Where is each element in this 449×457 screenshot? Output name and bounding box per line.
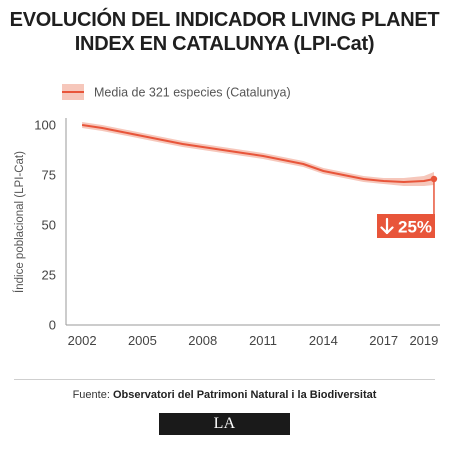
y-tick-label-25: 25 (42, 268, 56, 283)
arrow-down-icon (380, 217, 394, 235)
chart-title: EVOLUCIÓN DEL INDICADOR LIVING PLANET IN… (0, 8, 449, 56)
y-tick-label-50: 50 (42, 218, 56, 233)
series-line (81, 124, 435, 183)
source-prefix: Fuente: (72, 389, 113, 401)
x-tick-label-2008: 2008 (188, 333, 217, 348)
chart-title-line-1: EVOLUCIÓN DEL INDICADOR LIVING PLANET (9, 9, 440, 31)
chart-title-line-2: INDEX EN CATALUNYA (LPI-Cat) (74, 33, 375, 55)
x-tick-label-2014: 2014 (309, 333, 338, 348)
decline-badge: 25% (377, 214, 435, 238)
y-tick-labels: 0 25 50 75 100 (34, 118, 56, 333)
legend: Media de 321 especies (Catalunya) (62, 84, 291, 100)
legend-label: Media de 321 especies (Catalunya) (94, 86, 291, 100)
x-tick-label-2005: 2005 (128, 333, 157, 348)
confidence-band (82, 122, 434, 186)
line-chart: Media de 321 especies (Catalunya) Índice… (13, 84, 440, 348)
decline-value: 25% (398, 218, 432, 237)
la-vanguardia-logo: LA VANGUARDIA (159, 413, 290, 454)
y-tick-label-0: 0 (49, 318, 56, 333)
x-tick-label-2011: 2011 (249, 333, 277, 348)
y-tick-label-75: 75 (42, 168, 56, 183)
x-tick-label-2017: 2017 (369, 333, 398, 348)
x-tick-labels: 2002 2005 2008 2011 2014 2017 2019 (68, 333, 439, 348)
y-tick-label-100: 100 (34, 118, 56, 133)
end-point-marker (430, 175, 438, 183)
source-note: Fuente: Observatori del Patrimoni Natura… (0, 389, 449, 401)
x-tick-label-2019: 2019 (409, 333, 438, 348)
y-axis-title: Índice poblacional (LPI-Cat) (13, 151, 26, 293)
footer-divider (14, 379, 435, 380)
source-name: Observatori del Patrimoni Natural i la B… (112, 389, 377, 401)
x-tick-label-2002: 2002 (68, 333, 97, 348)
